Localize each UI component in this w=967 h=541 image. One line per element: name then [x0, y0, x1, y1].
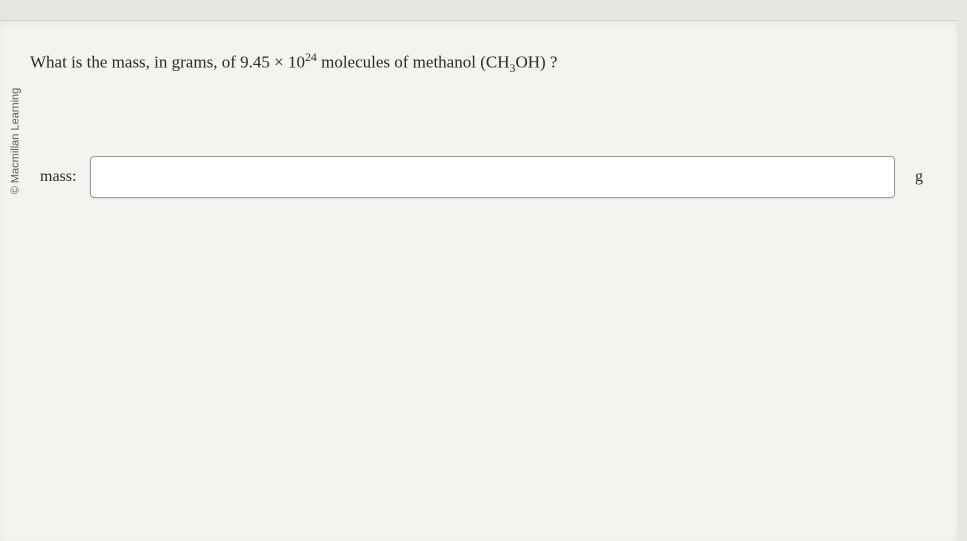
- formula-oh: OH: [515, 53, 540, 72]
- question-times: ×: [270, 53, 288, 72]
- formula-ch: CH: [486, 53, 510, 72]
- copyright-text: © Macmillan Learning: [9, 88, 21, 195]
- question-prefix: What is the mass, in grams, of: [30, 53, 240, 72]
- answer-unit: g: [909, 168, 927, 186]
- answer-label: mass:: [40, 168, 76, 186]
- mass-input[interactable]: [90, 156, 895, 198]
- answer-row: mass: g: [40, 156, 927, 198]
- question-text: What is the mass, in grams, of 9.45 × 10…: [30, 49, 927, 77]
- question-base: 10: [288, 53, 305, 72]
- worksheet-page: © Macmillan Learning What is the mass, i…: [0, 20, 957, 541]
- copyright-strip: © Macmillan Learning: [6, 61, 24, 221]
- question-mid: molecules of methanol: [317, 53, 480, 72]
- question-area: What is the mass, in grams, of 9.45 × 10…: [30, 49, 927, 77]
- question-qmark: ?: [546, 53, 558, 72]
- question-exponent: 24: [305, 50, 317, 64]
- question-coefficient: 9.45: [240, 53, 270, 72]
